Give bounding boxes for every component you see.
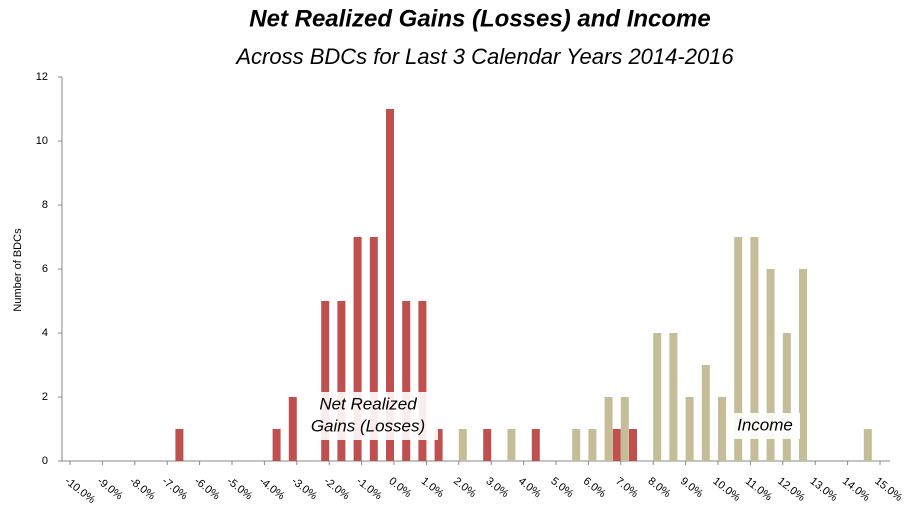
x-tick-label: 13.0%: [808, 475, 840, 504]
bar: [604, 397, 613, 461]
x-tick-label: 9.0%: [678, 475, 705, 500]
bar: [483, 429, 492, 461]
annotation: Gains (Losses): [311, 416, 425, 435]
x-tick-label: -1.0%: [354, 475, 384, 502]
x-tick-label: -6.0%: [192, 475, 222, 502]
bar: [353, 237, 362, 461]
annotation-box: [298, 392, 438, 440]
x-tick-label: 5.0%: [548, 475, 575, 500]
y-tick-label: 2: [42, 391, 48, 403]
bar: [588, 429, 597, 461]
y-tick-label: 6: [42, 263, 48, 275]
bar: [369, 237, 378, 461]
bar: [782, 333, 791, 461]
y-axis-label: Number of BDCs: [12, 228, 24, 312]
x-tick-label: 2.0%: [451, 475, 478, 500]
bar: [321, 301, 330, 461]
bar: [612, 429, 621, 461]
x-tick-label: -7.0%: [160, 475, 190, 502]
chart-subtitle: Across BDCs for Last 3 Calendar Years 20…: [234, 44, 734, 69]
bar: [863, 429, 872, 461]
bar: [766, 269, 775, 461]
bar: [337, 301, 346, 461]
bar: [458, 429, 467, 461]
chart-title: Net Realized Gains (Losses) and Income: [249, 5, 710, 32]
x-tick-label: 7.0%: [613, 475, 640, 500]
x-tick-label: 8.0%: [646, 475, 673, 500]
bar: [402, 301, 411, 461]
y-tick-label: 12: [36, 71, 48, 83]
x-tick-label: 12.0%: [775, 475, 807, 504]
bar: [685, 397, 694, 461]
bar: [531, 429, 540, 461]
bar: [799, 269, 807, 461]
x-tick-label: -10.0%: [62, 475, 97, 506]
bar: [718, 397, 726, 461]
y-tick-label: 4: [42, 327, 48, 339]
x-tick-label: 10.0%: [710, 475, 742, 504]
bar: [272, 429, 281, 461]
x-tick-label: -9.0%: [95, 475, 125, 502]
annotation: Income: [737, 415, 793, 434]
x-tick-label: -2.0%: [322, 475, 352, 502]
bar: [653, 333, 662, 461]
bar: [386, 109, 394, 461]
x-tick-label: -8.0%: [127, 475, 157, 502]
bar: [507, 429, 516, 461]
bar: [288, 397, 297, 461]
x-tick-label: 6.0%: [581, 475, 608, 500]
x-tick-label: 0.0%: [386, 475, 413, 500]
bar: [750, 237, 759, 461]
bar: [434, 429, 443, 461]
x-tick-label: -3.0%: [289, 475, 319, 502]
bar: [175, 429, 184, 461]
y-tick-label: 10: [36, 135, 48, 147]
bar: [418, 301, 427, 461]
x-tick-label: 1.0%: [419, 475, 446, 500]
x-tick-label: 14.0%: [840, 475, 872, 504]
annotation-box: [730, 413, 800, 439]
bar: [669, 333, 678, 461]
x-tick-label: -4.0%: [257, 475, 287, 502]
y-tick-label: 8: [42, 199, 48, 211]
y-tick-label: 0: [42, 455, 48, 467]
x-tick-label: 11.0%: [743, 475, 774, 503]
bar: [620, 397, 629, 461]
bar: [572, 429, 581, 461]
x-tick-label: 3.0%: [484, 475, 511, 500]
bar: [734, 237, 743, 461]
x-tick-label: -5.0%: [224, 475, 254, 502]
x-tick-label: 4.0%: [516, 475, 543, 500]
x-tick-label: 15.0%: [872, 475, 904, 504]
bar: [629, 429, 637, 461]
annotation: Net Realized: [319, 394, 417, 413]
bar: [701, 365, 710, 461]
